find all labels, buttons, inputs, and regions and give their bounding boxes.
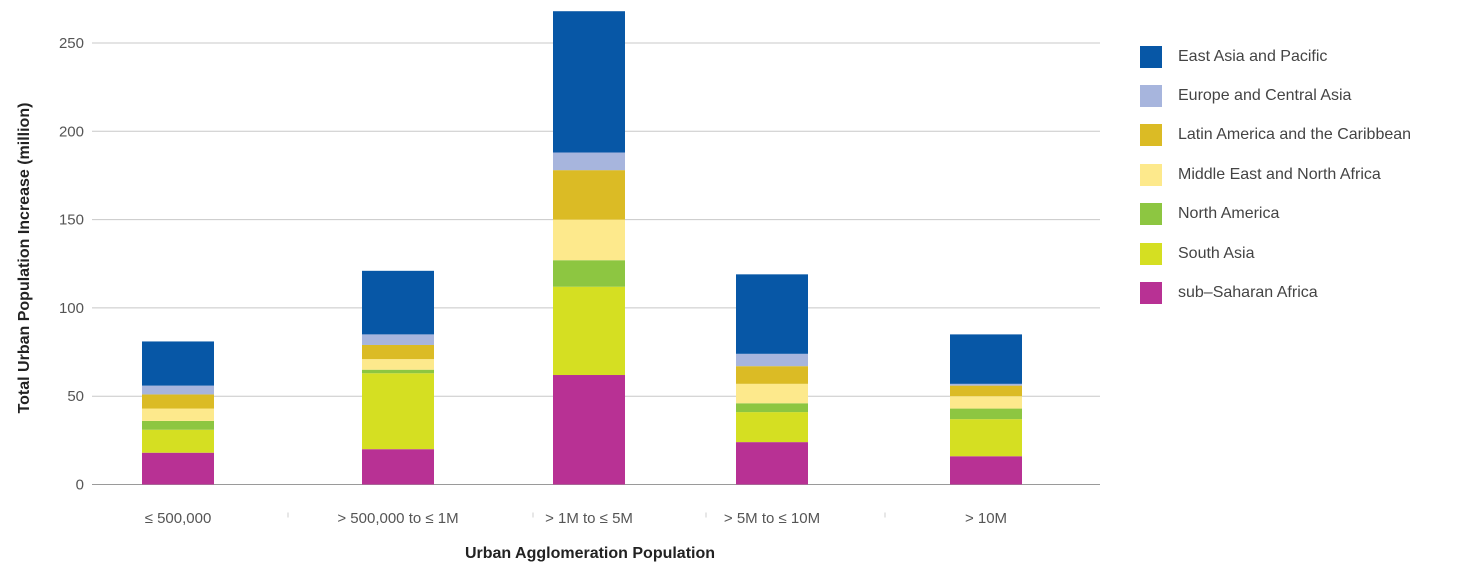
bar-stack <box>950 334 1022 485</box>
legend-swatch <box>1140 242 1162 265</box>
y-tick-label: 200 <box>59 123 84 140</box>
bar-segment <box>736 274 808 354</box>
y-tick-label: 0 <box>76 477 84 494</box>
bar-segment <box>553 152 625 171</box>
bar-segment <box>950 385 1022 397</box>
legend-item: North America <box>1140 195 1411 234</box>
bar-stack <box>142 341 214 485</box>
legend-swatch <box>1140 124 1162 147</box>
bar-stack <box>736 274 808 485</box>
legend-label: Europe and Central Asia <box>1178 87 1352 105</box>
bar-segment <box>142 420 214 430</box>
bar-segment <box>142 452 214 485</box>
bar-segment <box>362 369 434 374</box>
bar-stack <box>362 270 434 485</box>
bar-stack <box>553 11 625 485</box>
bar-segment <box>362 359 434 370</box>
legend-label: Middle East and North Africa <box>1178 165 1381 183</box>
bar-segment <box>553 219 625 261</box>
bar-segment <box>553 170 625 220</box>
bar-segment <box>950 396 1022 409</box>
x-tick-labels: ≤ 500,000 > 500,000 to ≤ 1M > 1M to ≤ 5M > … <box>145 510 1007 527</box>
legend-swatch <box>1140 163 1162 186</box>
bar-stacks <box>142 11 1022 485</box>
bar-segment <box>736 403 808 413</box>
bar-segment <box>736 442 808 485</box>
legend-label: sub–Saharan Africa <box>1178 284 1318 302</box>
chart-legend: East Asia and Pacific Europe and Central … <box>1140 37 1411 313</box>
x-tick-label: > 1M to ≤ 5M <box>545 510 633 527</box>
y-tick-label: 150 <box>59 212 84 229</box>
bar-segment <box>950 334 1022 384</box>
legend-item: South Asia <box>1140 234 1411 273</box>
legend-label: North America <box>1178 205 1280 223</box>
bar-segment <box>362 334 434 345</box>
y-tick-label: 250 <box>59 35 84 52</box>
bar-segment <box>362 344 434 360</box>
y-axis-title: Total Urban Population Increase (million… <box>16 103 33 414</box>
bar-segment <box>142 394 214 409</box>
bar-segment <box>553 286 625 376</box>
y-tick-label: 50 <box>67 388 84 405</box>
legend-label: South Asia <box>1178 244 1255 262</box>
legend-item: East Asia and Pacific <box>1140 37 1411 76</box>
x-tick-label: ≤ 500,000 <box>145 510 212 527</box>
bar-segment <box>553 260 625 287</box>
x-axis-title: Urban Agglomeration Population <box>465 545 715 562</box>
bar-segment <box>553 11 625 153</box>
legend-item: Middle East and North Africa <box>1140 155 1411 194</box>
bar-segment <box>362 270 434 335</box>
bar-segment <box>553 375 625 485</box>
bar-segment <box>142 341 214 386</box>
legend-swatch <box>1140 203 1162 226</box>
bar-segment <box>362 449 434 485</box>
bar-segment <box>736 353 808 367</box>
y-tick-label: 100 <box>59 300 84 317</box>
bar-segment <box>736 366 808 384</box>
legend-item: sub–Saharan Africa <box>1140 273 1411 312</box>
legend-swatch <box>1140 282 1162 305</box>
bar-segment <box>362 373 434 450</box>
bar-segment <box>142 408 214 421</box>
legend-swatch <box>1140 45 1162 68</box>
x-tick-label: > 10M <box>965 510 1007 527</box>
x-tick-label: > 5M to ≤ 10M <box>724 510 820 527</box>
bar-segment <box>950 383 1022 386</box>
bar-segment <box>142 429 214 453</box>
legend-label: East Asia and Pacific <box>1178 47 1328 65</box>
bar-segment <box>736 412 808 443</box>
bar-segment <box>736 383 808 404</box>
legend-item: Europe and Central Asia <box>1140 76 1411 115</box>
legend-item: Latin America and the Caribbean <box>1140 116 1411 155</box>
y-tick-labels: 0 50 100 150 200 250 <box>59 35 84 494</box>
bar-segment <box>950 456 1022 485</box>
x-tick-label: > 500,000 to ≤ 1M <box>337 510 458 527</box>
bar-segment <box>142 385 214 395</box>
bar-segment <box>950 408 1022 420</box>
bar-segment <box>950 419 1022 457</box>
legend-label: Latin America and the Caribbean <box>1178 126 1412 144</box>
legend-swatch <box>1140 85 1162 108</box>
